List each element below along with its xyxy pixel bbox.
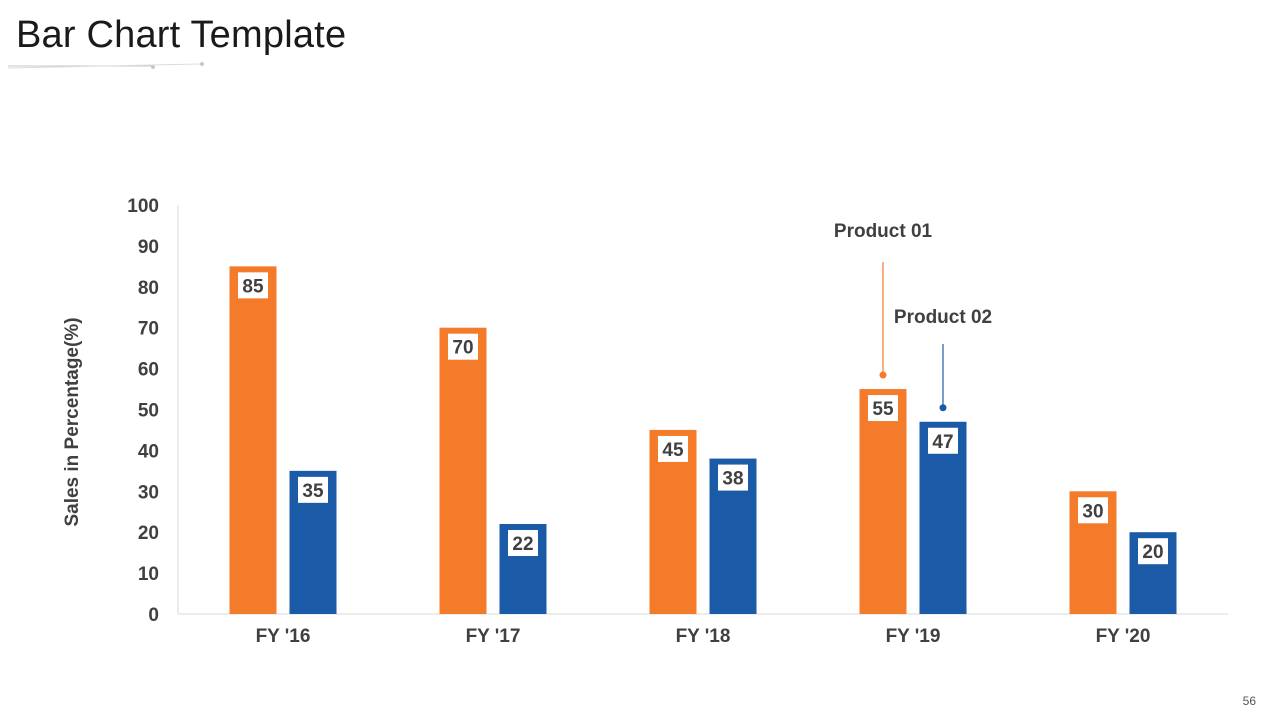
bar-product-01	[439, 327, 487, 614]
bar-product-01	[229, 266, 277, 614]
annotation-dot	[939, 404, 947, 412]
y-tick-label: 10	[138, 564, 159, 585]
data-label: 85	[242, 276, 264, 297]
data-label-box	[868, 395, 898, 422]
y-tick-label: 40	[138, 441, 159, 462]
y-tick-label: 30	[138, 482, 159, 503]
data-label: 35	[302, 481, 324, 502]
annotation-dot	[879, 371, 887, 379]
y-tick-label: 70	[138, 319, 159, 340]
data-label: 55	[872, 399, 894, 420]
slide-title: Bar Chart Template	[16, 14, 347, 56]
bars: 85 35 70 22 45 38 55 47 30 20	[229, 266, 1177, 614]
page-number: 56	[1242, 694, 1256, 708]
bar-chart: 0 10 20 30 40 50 60 70 80 90 100 Sales in Percenta…	[62, 196, 1228, 647]
x-tick-label: FY '18	[676, 626, 731, 647]
x-tick-label: FY '17	[466, 626, 521, 647]
y-tick-label: 100	[127, 196, 159, 217]
data-label: 45	[662, 440, 684, 461]
data-label: 47	[932, 432, 953, 453]
data-label: 30	[1082, 501, 1103, 522]
data-label-box	[658, 435, 688, 462]
data-label-box	[238, 272, 268, 299]
data-label-box	[298, 476, 328, 503]
y-axis-label: Sales in Percentage(%)	[62, 317, 83, 526]
title-underline-decoration	[8, 62, 204, 69]
y-tick-label: 80	[138, 278, 159, 299]
data-label: 70	[452, 338, 473, 359]
series-annotations: Product 01 Product 02	[834, 221, 992, 412]
data-label-box	[448, 333, 478, 360]
data-label-box	[508, 530, 538, 557]
data-label: 20	[1142, 542, 1163, 563]
annotation-label: Product 01	[834, 221, 933, 242]
y-tick-label: 60	[138, 360, 159, 381]
y-tick-label: 50	[138, 401, 159, 422]
y-tick-label: 0	[148, 605, 159, 626]
data-label-box	[1138, 538, 1168, 565]
annotation-label: Product 02	[894, 307, 992, 328]
x-tick-label: FY '16	[256, 626, 311, 647]
x-tick-label: FY '19	[886, 626, 941, 647]
data-label-box	[1078, 497, 1108, 524]
bar-product-01	[859, 389, 907, 614]
x-axis-ticks: FY '16 FY '17 FY '18 FY '19 FY '20	[256, 626, 1151, 647]
y-axis-ticks: 0 10 20 30 40 50 60 70 80 90 100	[127, 196, 159, 626]
data-label-box	[928, 427, 958, 454]
data-label-box	[718, 464, 748, 491]
y-tick-label: 20	[138, 523, 159, 544]
y-tick-label: 90	[138, 237, 159, 258]
bar-product-02	[919, 421, 967, 614]
data-label: 38	[722, 469, 743, 490]
data-label: 22	[512, 534, 533, 555]
x-tick-label: FY '20	[1096, 626, 1151, 647]
